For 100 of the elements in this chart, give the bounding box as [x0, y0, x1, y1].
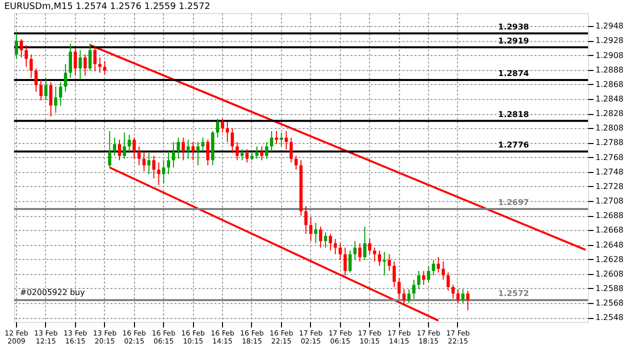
candlestick [304, 206, 308, 234]
y-tick-label: 1.2628 [596, 254, 624, 264]
y-tick-label: 1.2868 [596, 80, 624, 89]
candlestick [236, 141, 239, 161]
candlestick [98, 56, 102, 74]
annotation: #02005922 buy [20, 288, 86, 298]
y-tick-label: 1.2908 [596, 50, 624, 60]
ref-line-label: 1.2572 [498, 289, 529, 298]
y-tick-label: 1.2688 [596, 211, 624, 220]
candlestick [334, 238, 337, 255]
candlestick [402, 288, 406, 306]
candlestick [338, 242, 342, 261]
candlestick [78, 50, 82, 80]
candlestick [290, 137, 293, 163]
candlestick [112, 137, 116, 156]
y-tick-label: 1.2928 [596, 36, 624, 46]
candlestick [34, 68, 38, 92]
candlestick [20, 38, 23, 58]
candlestick [84, 54, 87, 76]
candlestick [142, 150, 146, 172]
candlestick [186, 139, 190, 160]
candlestick [68, 43, 72, 78]
ref-line-label: 1.2938 [498, 22, 530, 32]
y-tick-label: 1.2668 [596, 226, 624, 235]
candlestick [24, 44, 28, 68]
chart-title: EURUSDm,M15 1.2574 1.2576 1.2559 1.2572 [4, 2, 210, 12]
ref-line-label: 1.2697 [498, 198, 529, 208]
candlestick [456, 288, 460, 304]
candlestick [172, 141, 176, 168]
candlestick [216, 118, 220, 138]
candlestick [368, 238, 372, 255]
candlestick [132, 137, 136, 160]
y-tick-label: 1.2848 [596, 94, 624, 104]
candlestick [59, 82, 62, 106]
candlestick [378, 250, 382, 266]
candlestick [412, 279, 416, 300]
candlestick [407, 288, 411, 304]
candlestick [372, 247, 376, 262]
candlestick [30, 54, 33, 78]
candlestick [446, 272, 450, 292]
candlestick [358, 242, 362, 262]
candlestick [182, 137, 185, 161]
y-tick-label: 1.2548 [596, 313, 624, 322]
candlestick [344, 247, 347, 276]
candlestick [128, 134, 131, 154]
candlestick [280, 132, 283, 147]
candlestick [152, 155, 156, 179]
y-tick-label: 1.2608 [596, 269, 624, 278]
candlestick [319, 226, 322, 248]
candlestick [388, 254, 391, 272]
candlestick [230, 128, 234, 154]
candlestick [442, 261, 445, 280]
candlestick [157, 162, 160, 186]
candlestick [206, 139, 210, 166]
candlestick [176, 137, 180, 160]
candlestick [466, 290, 470, 311]
candlestick [226, 121, 230, 142]
candlestick [417, 270, 420, 290]
candlestick [49, 82, 52, 117]
candlestick [122, 132, 126, 160]
candlestick [54, 86, 58, 114]
candlestick [353, 240, 357, 261]
candlestick [103, 60, 106, 75]
y-tick-label: 1.2748 [596, 167, 624, 176]
y-tick-label: 1.2948 [596, 22, 624, 31]
candlestick [461, 288, 464, 304]
candlestick [432, 260, 436, 276]
candlestick [255, 146, 258, 160]
candlestick [191, 141, 195, 161]
y-tick-label: 1.2788 [596, 138, 624, 148]
candlestick [162, 160, 166, 184]
ref-line-label: 1.2874 [498, 69, 530, 78]
candlestick [426, 265, 430, 282]
candlestick [14, 32, 18, 60]
candlestick [309, 216, 312, 242]
candlestick [363, 226, 366, 261]
candlestick [118, 139, 122, 161]
candlestick [436, 256, 440, 273]
candlestick [265, 141, 268, 160]
candlestick [324, 232, 328, 248]
candlestick [270, 130, 274, 152]
candlestick [201, 137, 204, 152]
candlestick [328, 233, 332, 252]
candlestick [138, 146, 141, 166]
y-tick-label: 1.2888 [596, 65, 624, 74]
candlestick [39, 78, 43, 101]
ref-line-label: 1.2818 [498, 110, 530, 119]
candlestick [64, 64, 68, 92]
y-tick-label: 1.2588 [596, 284, 624, 293]
candlestick [88, 43, 92, 72]
candlestick [274, 130, 278, 145]
candlestick [382, 252, 386, 276]
candlestick [108, 130, 112, 168]
candlestick [392, 261, 396, 288]
ref-line-label: 1.2776 [498, 140, 530, 150]
y-tick-label: 1.2568 [596, 298, 624, 308]
candlestick [240, 148, 244, 161]
y-tick-label: 1.2728 [596, 182, 624, 191]
candlestick [147, 152, 151, 175]
candlestick [260, 146, 264, 161]
